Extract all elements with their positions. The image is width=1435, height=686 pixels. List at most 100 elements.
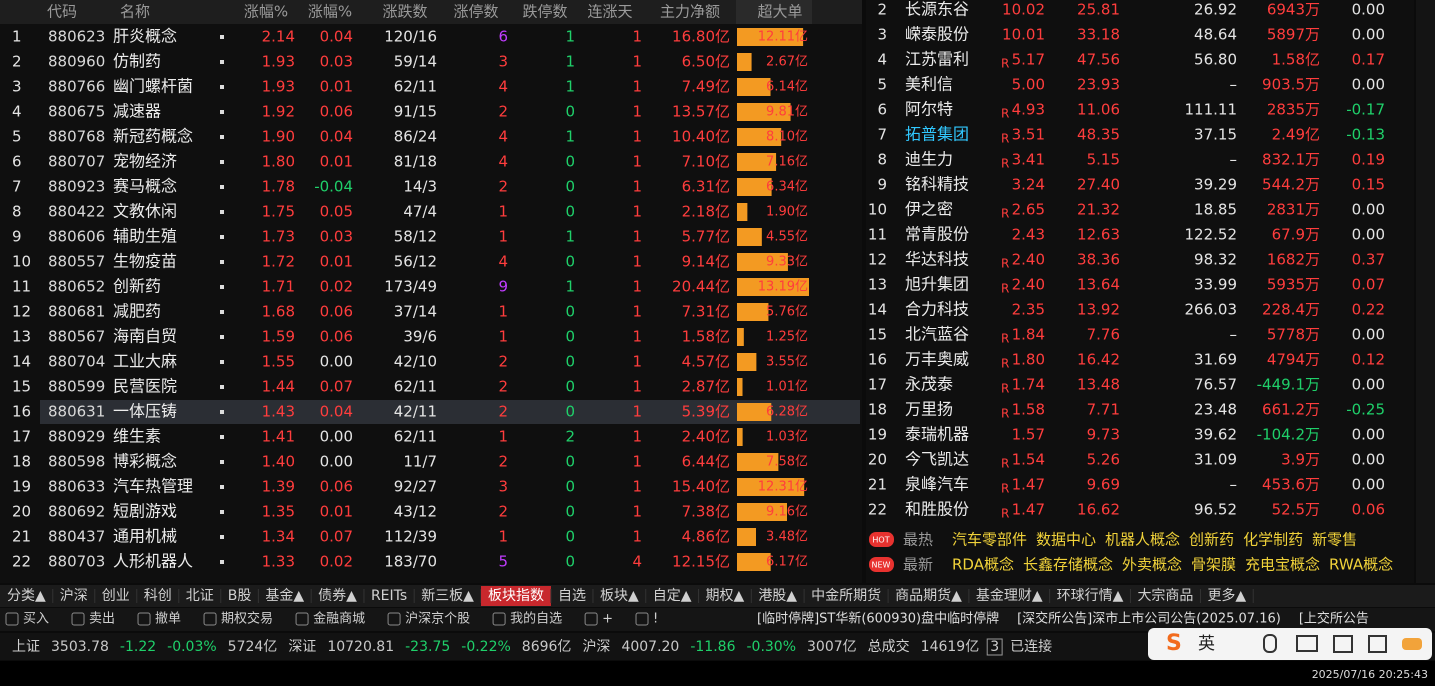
keyboard-icon[interactable] <box>1296 635 1318 652</box>
news-ticker[interactable]: [深交所公告]深市上市公司公告(2025.07.16) <box>1017 611 1281 627</box>
news-ticker[interactable]: [临时停牌]ST华新(600930)盘中临时停牌 <box>757 611 999 627</box>
main-net: 9.14亿 <box>682 253 730 271</box>
turnover: 27.40 <box>1077 176 1120 194</box>
tab[interactable]: 板块指数 <box>488 588 544 604</box>
tab[interactable]: 创业 <box>102 588 130 604</box>
change-pct: 2.14 <box>262 28 295 46</box>
streak-days: 1 <box>632 303 642 321</box>
tool-button[interactable]: 期权交易 <box>221 611 273 627</box>
super-net: 6.28亿 <box>766 405 808 420</box>
tool-button[interactable]: 撤单 <box>155 611 181 627</box>
tab[interactable]: 板块▲ <box>600 588 639 604</box>
mic-icon[interactable] <box>1263 634 1277 653</box>
pe-ratio: 31.09 <box>1194 451 1237 469</box>
tab[interactable]: 债券▲ <box>318 588 357 604</box>
up-down: 86/24 <box>394 128 437 146</box>
column-header[interactable]: 跌停数 <box>522 3 567 21</box>
speed-pct: 0.07 <box>320 378 353 396</box>
column-header[interactable]: 代码 <box>47 3 77 21</box>
concept-link[interactable]: 创新药 <box>1189 531 1234 549</box>
column-header[interactable]: 超大单 <box>757 3 802 21</box>
tool-button[interactable]: 买入 <box>23 612 49 627</box>
concept-link[interactable]: 化学制药 <box>1243 531 1303 549</box>
tool-button[interactable]: + <box>602 612 613 627</box>
change-pct: 4.93 <box>1012 101 1045 119</box>
row-index: 17 <box>868 376 887 394</box>
ime-mode[interactable]: 英 <box>1198 634 1215 654</box>
limit-up: 1 <box>498 528 508 546</box>
main-net: 903.5万 <box>1262 76 1320 94</box>
flag-dot <box>220 285 224 289</box>
board-code: 880623 <box>48 28 105 46</box>
tool-icon <box>492 612 506 626</box>
concept-link[interactable]: 外卖概念 <box>1122 556 1182 574</box>
board-name: 减肥药 <box>113 302 161 321</box>
column-header[interactable]: 连涨天 <box>587 3 632 21</box>
tab[interactable]: REITs <box>371 588 407 604</box>
left-header <box>0 0 862 24</box>
column-header[interactable]: 名称 <box>120 3 150 21</box>
concept-link[interactable]: 新零售 <box>1312 531 1357 549</box>
tab[interactable]: 大宗商品 <box>1137 588 1193 604</box>
tool-button[interactable]: 金融商城 <box>313 611 365 627</box>
speed-pct: 0.00 <box>320 453 353 471</box>
tab[interactable]: 基金▲ <box>265 587 304 604</box>
tab[interactable]: B股 <box>228 588 252 604</box>
concept-link[interactable]: 机器人概念 <box>1105 531 1180 549</box>
super-bar <box>737 178 772 196</box>
tab[interactable]: 基金理财▲ <box>976 587 1043 604</box>
tab[interactable]: 港股▲ <box>758 588 797 604</box>
tab[interactable]: 环球行情▲ <box>1057 588 1124 604</box>
row-index: 6 <box>877 101 887 119</box>
column-header[interactable]: 涨跌数 <box>382 3 427 21</box>
tool-button[interactable]: 沪深京个股 <box>405 611 470 627</box>
concept-link[interactable]: 汽车零部件 <box>952 531 1027 549</box>
ime-bar[interactable] <box>1148 628 1432 660</box>
column-header[interactable]: 涨幅% <box>308 3 352 21</box>
avatar-icon[interactable] <box>1402 638 1422 650</box>
news-ticker[interactable]: [上交所公告 <box>1299 611 1369 627</box>
concept-link[interactable]: 充电宝概念 <box>1245 556 1320 574</box>
super-net: 6.17亿 <box>766 555 808 570</box>
row-index: 16 <box>868 351 887 369</box>
tool-icon <box>203 612 217 626</box>
row-index: 9 <box>12 228 22 246</box>
limit-down: 0 <box>565 528 575 546</box>
column-header[interactable]: 涨停数 <box>453 3 498 21</box>
status-item: 4007.20 <box>621 639 679 655</box>
tool-button[interactable]: 卖出 <box>89 612 115 627</box>
concept-link[interactable]: 长鑫存储概念 <box>1023 556 1113 574</box>
tab[interactable]: 科创 <box>144 588 172 604</box>
up-down: 39/6 <box>403 328 437 346</box>
concept-link[interactable]: RDA概念 <box>952 556 1014 574</box>
row-index: 2 <box>12 53 22 71</box>
tab[interactable]: 新三板▲ <box>421 588 474 604</box>
concept-link[interactable]: 数据中心 <box>1036 531 1096 549</box>
change-pct: 1.33 <box>262 553 295 571</box>
tab[interactable]: 期权▲ <box>706 588 745 604</box>
tab[interactable]: 北证 <box>186 588 214 604</box>
tool-button[interactable]: ! <box>653 612 658 627</box>
speed-pct: 0.06 <box>320 303 353 321</box>
tab[interactable]: 更多▲ <box>1207 587 1246 604</box>
super-bar <box>737 353 757 371</box>
pe-ratio: 26.92 <box>1194 1 1237 19</box>
skin-icon[interactable] <box>1333 635 1353 653</box>
stock-name: 江苏雷利 <box>905 50 969 69</box>
concept-link[interactable]: RWA概念 <box>1329 556 1393 574</box>
tab[interactable]: 自定▲ <box>653 588 692 604</box>
tab[interactable]: 沪深 <box>60 588 88 604</box>
column-header[interactable]: 涨幅% <box>244 3 288 21</box>
tool-button[interactable]: 我的自选 <box>510 611 562 627</box>
change-pct: 1.41 <box>262 428 295 446</box>
column-header[interactable]: 主力净额 <box>660 3 720 21</box>
row-index: 12 <box>12 303 31 321</box>
tab[interactable]: 商品期货▲ <box>895 587 962 604</box>
tab[interactable]: 自选 <box>558 588 586 604</box>
concept-link[interactable]: 骨架膜 <box>1191 556 1236 574</box>
board-name: 生物疫苗 <box>113 252 177 271</box>
tab[interactable]: 分类▲ <box>7 588 46 604</box>
tab[interactable]: 中金所期货 <box>811 587 881 604</box>
apps-icon[interactable] <box>1368 635 1387 653</box>
